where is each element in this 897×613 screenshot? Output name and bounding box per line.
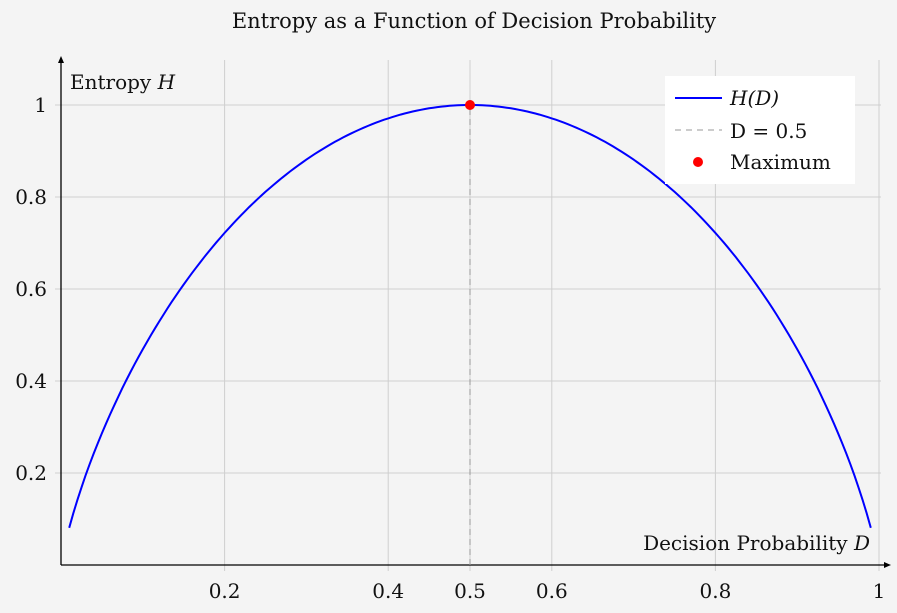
x-tick-label: 0.6: [536, 579, 568, 603]
legend-label-reference: D = 0.5: [730, 119, 807, 143]
tick-labels: 0.2 0.4 0.5 0.6 0.8 1 0.2 0.4 0.6 0.8 1: [15, 93, 885, 603]
x-tick-label: 1: [873, 579, 886, 603]
y-tick-label: 0.6: [15, 277, 47, 301]
x-tick-label: 0.8: [699, 579, 731, 603]
y-tick-label: 0.2: [15, 461, 47, 485]
x-tick-label: 0.5: [454, 579, 486, 603]
y-tick-label: 0.4: [15, 369, 47, 393]
x-tick-label: 0.4: [372, 579, 404, 603]
y-axis-label: Entropy H: [70, 70, 176, 94]
x-tick-label: 0.2: [209, 579, 241, 603]
legend-label-maximum: Maximum: [730, 150, 831, 174]
grid: [55, 60, 881, 571]
legend-swatch-maximum: [693, 157, 703, 167]
x-axis-arrow: [884, 562, 891, 568]
maximum-point: [465, 100, 475, 110]
y-tick-label: 0.8: [15, 185, 47, 209]
x-axis-label: Decision Probability D: [643, 531, 870, 555]
y-tick-label: 1: [34, 93, 47, 117]
legend-label-curve: H(D): [729, 86, 779, 110]
chart-title: Entropy as a Function of Decision Probab…: [232, 9, 716, 33]
legend: H(D) D = 0.5 Maximum: [665, 76, 855, 184]
y-axis-arrow: [58, 56, 64, 63]
